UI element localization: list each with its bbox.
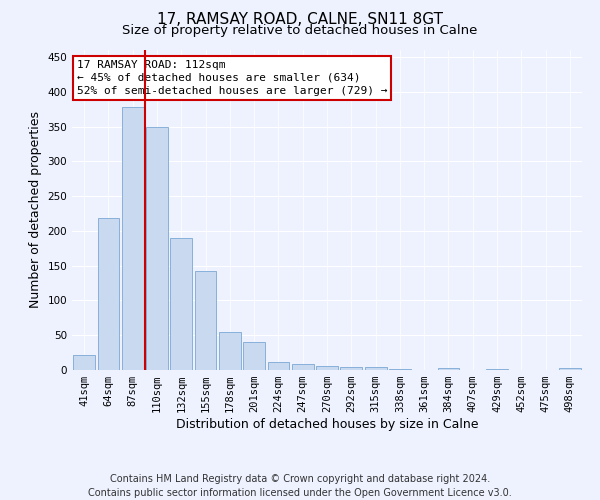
Text: 17, RAMSAY ROAD, CALNE, SN11 8GT: 17, RAMSAY ROAD, CALNE, SN11 8GT — [157, 12, 443, 28]
Bar — [97, 218, 119, 370]
Bar — [243, 342, 265, 370]
Bar — [73, 356, 95, 370]
Text: Contains HM Land Registry data © Crown copyright and database right 2024.
Contai: Contains HM Land Registry data © Crown c… — [88, 474, 512, 498]
Bar — [219, 332, 241, 370]
Bar — [365, 367, 386, 370]
Bar — [316, 366, 338, 370]
Text: 17 RAMSAY ROAD: 112sqm
← 45% of detached houses are smaller (634)
52% of semi-de: 17 RAMSAY ROAD: 112sqm ← 45% of detached… — [77, 60, 388, 96]
Bar — [340, 367, 362, 370]
Bar — [268, 362, 289, 370]
Bar — [146, 126, 168, 370]
X-axis label: Distribution of detached houses by size in Calne: Distribution of detached houses by size … — [176, 418, 478, 431]
Bar — [170, 238, 192, 370]
Bar — [194, 271, 217, 370]
Text: Size of property relative to detached houses in Calne: Size of property relative to detached ho… — [122, 24, 478, 37]
Y-axis label: Number of detached properties: Number of detached properties — [29, 112, 42, 308]
Bar — [292, 364, 314, 370]
Bar — [122, 107, 143, 370]
Bar — [437, 368, 460, 370]
Bar — [559, 368, 581, 370]
